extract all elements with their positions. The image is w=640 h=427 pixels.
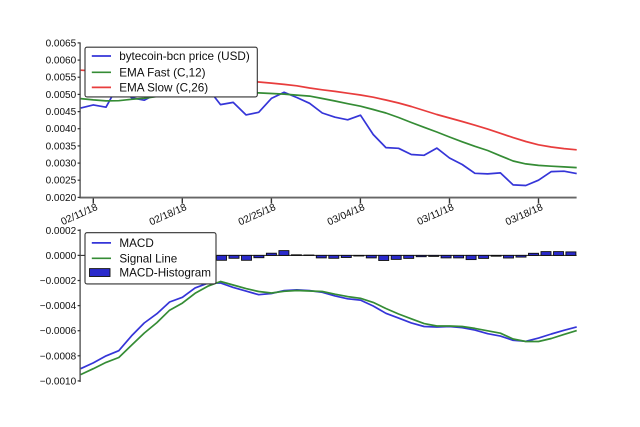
- svg-text:0.0030: 0.0030: [46, 159, 77, 170]
- svg-text:−0.0010: −0.0010: [40, 376, 77, 387]
- svg-text:0.0050: 0.0050: [46, 90, 77, 101]
- svg-text:−0.0004: −0.0004: [40, 301, 77, 312]
- svg-text:−0.0008: −0.0008: [40, 351, 77, 362]
- svg-text:0.0000: 0.0000: [46, 251, 77, 262]
- svg-text:0.0002: 0.0002: [46, 226, 77, 237]
- svg-text:EMA Slow (C,26): EMA Slow (C,26): [119, 81, 208, 94]
- svg-text:0.0065: 0.0065: [46, 38, 77, 49]
- svg-text:0.0045: 0.0045: [46, 107, 77, 118]
- svg-text:0.0040: 0.0040: [46, 124, 77, 135]
- svg-text:−0.0006: −0.0006: [40, 326, 77, 337]
- svg-text:0.0055: 0.0055: [46, 73, 77, 84]
- svg-text:0.0035: 0.0035: [46, 141, 77, 152]
- svg-text:EMA Fast (C,12): EMA Fast (C,12): [119, 66, 205, 79]
- svg-text:MACD-Histogram: MACD-Histogram: [119, 267, 211, 280]
- svg-text:bytecoin-bcn price (USD): bytecoin-bcn price (USD): [119, 50, 250, 63]
- svg-text:0.0020: 0.0020: [46, 193, 77, 204]
- svg-text:0.0025: 0.0025: [46, 176, 77, 187]
- svg-text:Signal Line: Signal Line: [119, 252, 177, 265]
- svg-text:MACD: MACD: [119, 237, 153, 250]
- svg-text:0.0060: 0.0060: [46, 56, 77, 67]
- svg-text:−0.0002: −0.0002: [40, 276, 77, 287]
